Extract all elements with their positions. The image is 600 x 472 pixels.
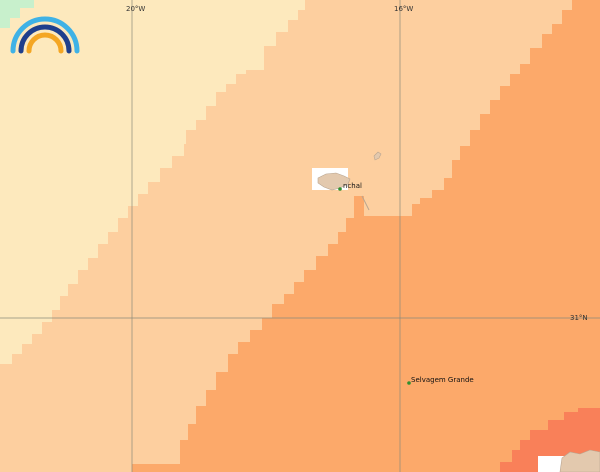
- island-madeira: [317, 172, 351, 191]
- island-porto-santo: [373, 151, 382, 161]
- place-dot-selvagem-grande[interactable]: [407, 381, 411, 385]
- lon-label-16w: 16°W: [394, 5, 413, 13]
- lon-label-20w: 20°W: [126, 5, 145, 13]
- lat-label-31n: 31°N: [570, 314, 588, 322]
- place-label-selvagem-grande: Selvagem Grande: [411, 376, 474, 384]
- rainbow-arc-logo[interactable]: [10, 16, 80, 54]
- zone-green-corner: [0, 0, 34, 28]
- land-canary: [559, 449, 600, 472]
- place-label-funchal: nchal: [343, 182, 362, 190]
- island-desertas: [361, 195, 370, 211]
- place-dot-funchal[interactable]: [338, 187, 342, 191]
- zone-orange: [132, 0, 600, 472]
